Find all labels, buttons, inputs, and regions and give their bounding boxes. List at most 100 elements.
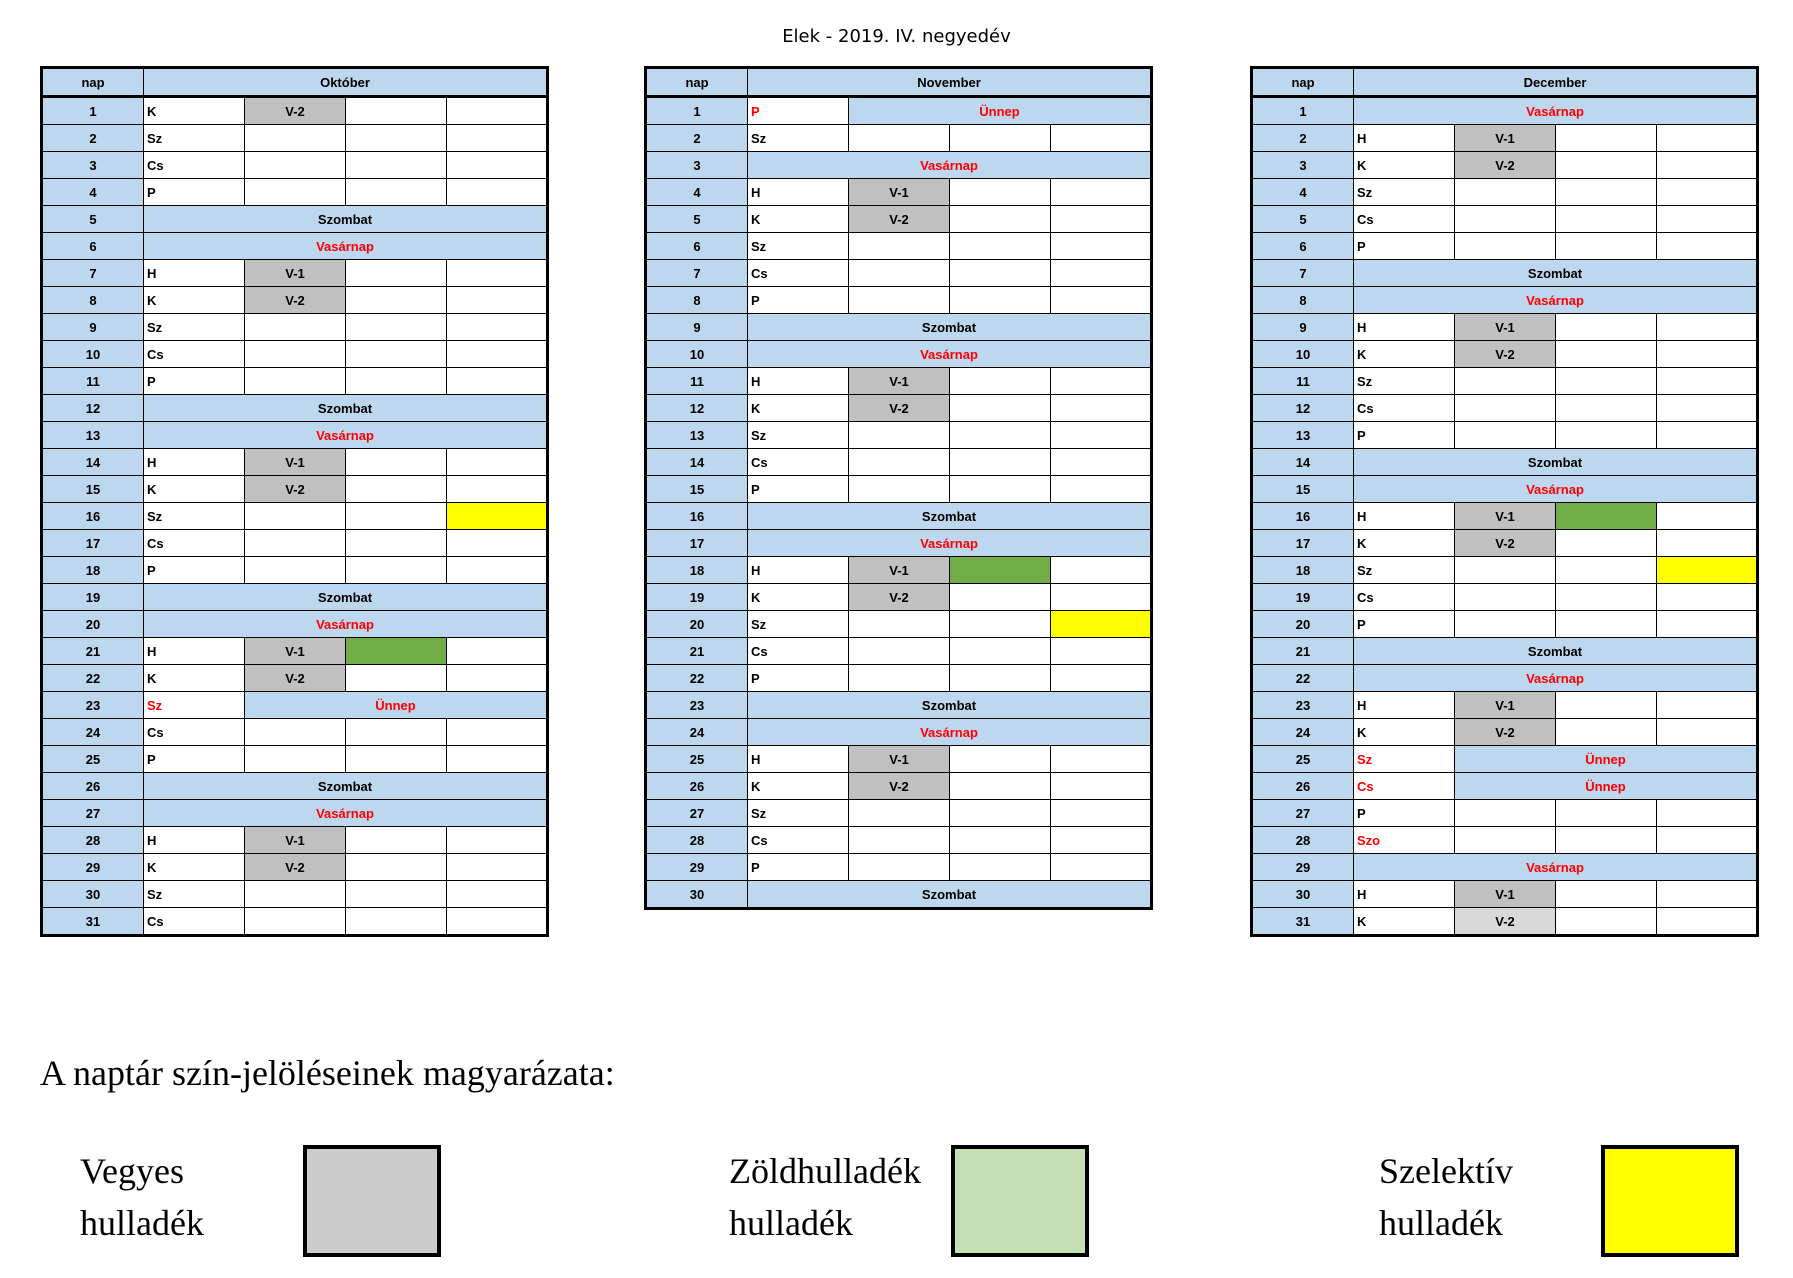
day-number: 19	[1251, 583, 1354, 611]
weekday: Cs	[1353, 772, 1455, 800]
table-row: 28 Cs	[645, 826, 1153, 854]
mixed-waste-cell: V-1	[1454, 502, 1556, 530]
day-number: 23	[1251, 691, 1354, 719]
empty-cell	[1656, 907, 1758, 936]
day-number: 29	[645, 853, 748, 881]
table-row: 26 Cs Ünnep	[1251, 772, 1758, 800]
day-number: 9	[1251, 313, 1354, 341]
weekday: Sz	[143, 313, 245, 341]
legend-swatch	[1601, 1145, 1739, 1257]
legend-title: A naptár szín-jelöléseinek magyarázata:	[40, 1053, 615, 1093]
table-row: 24 K V-2	[1251, 718, 1758, 746]
table-row: 25 P	[41, 745, 549, 773]
weekday: P	[143, 367, 245, 395]
empty-cell	[1049, 853, 1153, 881]
day-number: 11	[645, 367, 748, 395]
table-row: 16 Sz	[41, 502, 549, 530]
table-row: 10 Vasárnap	[645, 340, 1153, 368]
day-number: 4	[645, 178, 748, 206]
empty-cell	[1656, 421, 1758, 449]
table-row: 22 Vasárnap	[1251, 664, 1758, 692]
day-number: 14	[645, 448, 748, 476]
table-row: 20 Sz	[645, 610, 1153, 638]
weekday: P	[1353, 610, 1455, 638]
day-number: 1	[645, 96, 748, 125]
day-number: 8	[645, 286, 748, 314]
day-number: 3	[41, 151, 144, 179]
empty-cell	[345, 178, 447, 206]
legend-label-line: Zöldhulladék	[729, 1151, 921, 1191]
empty-cell	[1049, 826, 1153, 854]
empty-cell	[445, 96, 549, 125]
table-row: 29 K V-2	[41, 853, 549, 881]
weekday: K	[1353, 151, 1455, 179]
table-row: 11 Sz	[1251, 367, 1758, 395]
day-number: 25	[645, 745, 748, 773]
empty-cell	[848, 448, 950, 476]
day-number: 4	[41, 178, 144, 206]
empty-cell	[244, 340, 346, 368]
weekday: P	[143, 178, 245, 206]
table-row: 21 Cs	[645, 637, 1153, 665]
day-number: 5	[645, 205, 748, 233]
weekday: Sz	[1353, 178, 1455, 206]
day-number: 4	[1251, 178, 1354, 206]
table-row: 19 Cs	[1251, 583, 1758, 611]
empty-cell	[445, 367, 549, 395]
table-row: 18 Sz	[1251, 556, 1758, 584]
day-number: 26	[41, 772, 144, 800]
weekday: H	[747, 367, 849, 395]
empty-cell	[445, 529, 549, 557]
weekday: H	[143, 448, 245, 476]
day-number: 8	[1251, 286, 1354, 314]
weekday: K	[1353, 340, 1455, 368]
empty-cell	[1555, 421, 1657, 449]
day-number: 11	[1251, 367, 1354, 395]
empty-cell	[1656, 880, 1758, 908]
weekday: Cs	[143, 340, 245, 368]
mixed-waste-cell: V-1	[1454, 313, 1556, 341]
day-number: 1	[41, 96, 144, 125]
day-number: 20	[1251, 610, 1354, 638]
empty-cell	[345, 367, 447, 395]
day-number: 28	[645, 826, 748, 854]
weekday: Sz	[143, 691, 245, 719]
saturday-banner: Szombat	[142, 394, 549, 422]
empty-cell	[848, 826, 950, 854]
legend-label: Szelektív hulladék	[1379, 1145, 1513, 1249]
saturday-banner: Szombat	[746, 502, 1153, 530]
selective-waste-cell	[445, 502, 549, 530]
table-row: 30 Szombat	[645, 880, 1153, 909]
day-number: 12	[645, 394, 748, 422]
day-number: 6	[41, 232, 144, 260]
day-number: 14	[1251, 448, 1354, 476]
empty-cell	[1656, 718, 1758, 746]
table-row: 15 K V-2	[41, 475, 549, 503]
empty-cell	[345, 475, 447, 503]
saturday-banner: Szombat	[1353, 259, 1758, 287]
day-number: 8	[41, 286, 144, 314]
saturday-banner: Szombat	[142, 772, 549, 800]
day-number: 19	[41, 583, 144, 611]
empty-cell	[445, 286, 549, 314]
day-number: 21	[41, 637, 144, 665]
sunday-banner: Vasárnap	[142, 232, 549, 260]
calendar-november: nap November 1 P Ünnep 2 Sz 3 Vasárnap 4 H V-1 5 K V-2…	[644, 66, 1154, 910]
table-row: 19 Szombat	[41, 583, 549, 611]
day-number: 13	[1251, 421, 1354, 449]
empty-cell	[1049, 448, 1153, 476]
table-row: 26 Szombat	[41, 772, 549, 800]
table-row: 22 P	[645, 664, 1153, 692]
weekday: Sz	[143, 124, 245, 152]
weekday: Cs	[747, 637, 849, 665]
empty-cell	[1454, 421, 1556, 449]
day-number: 21	[1251, 637, 1354, 665]
nap-header: nap	[41, 67, 144, 98]
table-row: 31 K V-2	[1251, 907, 1758, 936]
legend-swatch	[951, 1145, 1089, 1257]
day-number: 19	[645, 583, 748, 611]
table-row: 6 Vasárnap	[41, 232, 549, 260]
mixed-waste-cell: V-2	[244, 96, 346, 125]
calendar-október: nap Október 1 K V-2 2 Sz 3 Cs 4 P 5 Szombat 6 Vasárnap…	[40, 66, 550, 937]
empty-cell	[1555, 583, 1657, 611]
